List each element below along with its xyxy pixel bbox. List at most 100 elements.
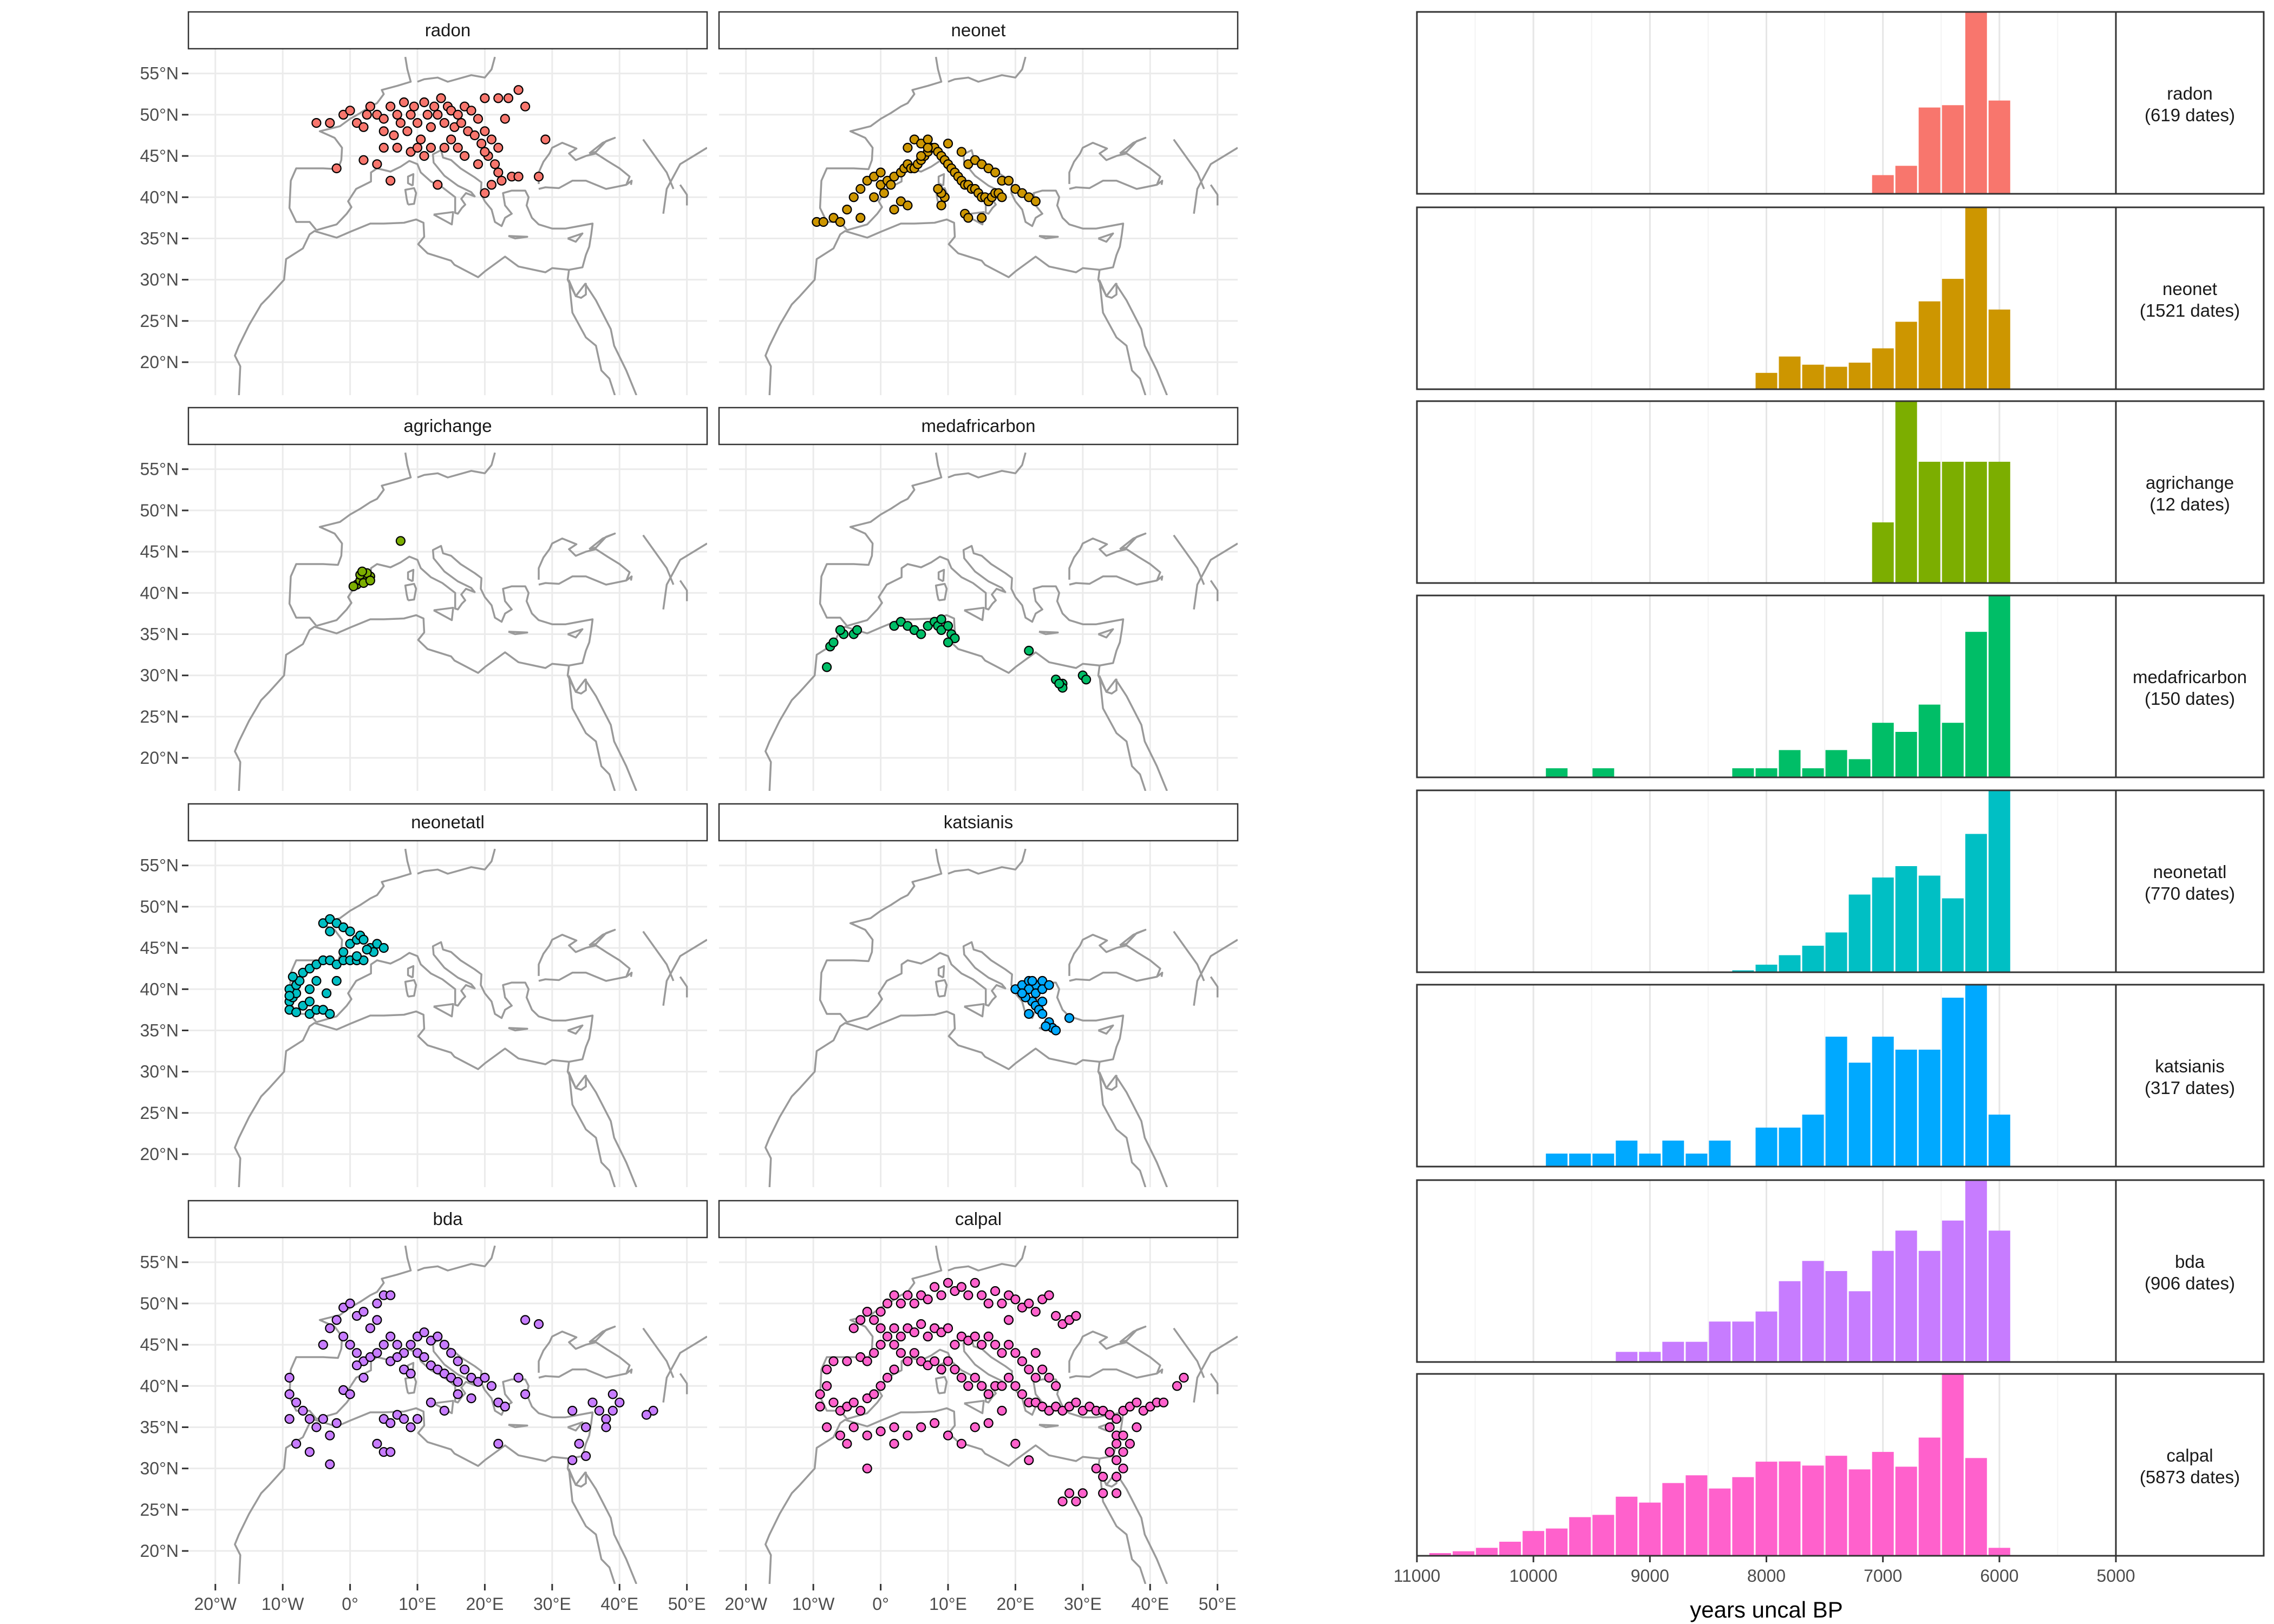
map-point <box>875 1340 886 1350</box>
histogram-bar <box>1872 723 1894 777</box>
coastline <box>567 628 584 639</box>
map-point <box>304 1414 315 1424</box>
coastline <box>1068 537 1161 586</box>
map-point <box>862 1356 872 1366</box>
coastline <box>566 270 616 395</box>
facet-strip-label: calpal <box>955 1209 1002 1229</box>
coastline <box>1156 972 1164 978</box>
coastline <box>1119 1325 1147 1344</box>
histogram-bar <box>1592 1154 1615 1167</box>
map-point <box>963 213 973 223</box>
x-tick-label: 20°E <box>466 1594 504 1614</box>
histogram-strip-name: calpal <box>2166 1445 2213 1465</box>
y-tick-label: 50°N <box>140 105 179 125</box>
map-point <box>615 1397 625 1407</box>
coastline <box>679 184 688 206</box>
x-tick-label: 0° <box>342 1594 358 1614</box>
coastline <box>1097 665 1147 791</box>
map-point <box>933 184 943 194</box>
histogram-bar <box>1848 362 1871 389</box>
map-point <box>580 1451 591 1461</box>
map-point <box>1017 1356 1028 1366</box>
y-tick-label: 25°N <box>140 707 179 726</box>
map-point <box>815 1389 825 1399</box>
map-point <box>311 975 322 986</box>
map-point <box>1030 1307 1041 1317</box>
histogram-bar <box>1988 309 2010 389</box>
map-point <box>875 1323 886 1333</box>
map-point <box>896 1298 906 1308</box>
histogram-strip-count: (12 dates) <box>2149 494 2230 514</box>
map-point <box>439 1340 449 1350</box>
map-point <box>513 172 524 182</box>
histogram-bar <box>1872 1452 1894 1556</box>
map-point <box>351 951 362 961</box>
histogram-bar <box>1942 723 1964 777</box>
map-point <box>419 151 429 161</box>
map-point <box>882 1298 893 1308</box>
coastline <box>584 283 638 395</box>
coastline <box>1119 136 1147 155</box>
map-point <box>903 1290 913 1300</box>
map-point <box>372 1298 382 1308</box>
hist-x-tick-label: 6000 <box>1980 1566 2018 1586</box>
map-point <box>406 1340 416 1350</box>
coastline <box>1193 147 1238 214</box>
map-point <box>1057 1496 1068 1507</box>
map-point <box>422 109 433 120</box>
map-point <box>493 1438 504 1449</box>
map-point <box>520 1389 531 1399</box>
coastline <box>948 452 1027 479</box>
map-panel-neonet: neonet <box>718 11 1239 395</box>
histogram-strip-name: bda <box>2175 1252 2205 1272</box>
histogram-bar <box>1802 1261 1824 1362</box>
map-point <box>284 1389 295 1399</box>
map-point <box>1030 196 1041 206</box>
map-point <box>936 1290 946 1300</box>
map-point <box>439 118 449 128</box>
histogram-strip <box>2115 400 2265 584</box>
histogram-panel-agrichange: agrichange(12 dates) <box>1416 400 2265 584</box>
map-point <box>493 142 504 153</box>
map-point <box>970 1278 980 1288</box>
coastline <box>662 939 707 1006</box>
map-point <box>956 1372 967 1383</box>
histogram-bar <box>1848 759 1871 777</box>
histogram-bar <box>1825 932 1847 972</box>
map-point <box>365 101 376 112</box>
coastline <box>407 568 415 582</box>
map-point <box>594 1405 605 1416</box>
map-point <box>378 126 389 136</box>
y-tick-label: 30°N <box>140 1459 179 1478</box>
map-point <box>879 188 889 198</box>
coastline <box>642 1327 675 1378</box>
histogram-bar <box>1685 1341 1708 1362</box>
map-point <box>456 118 467 128</box>
map-point <box>351 1360 362 1371</box>
histogram-bars-katsianis <box>1546 985 2010 1167</box>
map-point <box>385 1290 396 1300</box>
histogram-bars-agrichange <box>1872 401 2010 583</box>
histogram-strip <box>2115 1373 2265 1557</box>
map-point <box>1037 996 1048 1007</box>
map-point <box>950 1364 960 1374</box>
map-point <box>453 1389 463 1399</box>
map-point <box>601 1422 611 1432</box>
map-point <box>641 1410 652 1420</box>
histogram-bar <box>1988 1230 2010 1362</box>
histogram-bar <box>1965 985 1987 1167</box>
facet-strip-label: neonetatl <box>411 812 485 832</box>
histogram-strip-count: (317 dates) <box>2145 1078 2235 1098</box>
facet-strip <box>187 1200 708 1239</box>
histogram-bar <box>1709 1488 1731 1556</box>
map-point <box>896 1331 906 1341</box>
coastline <box>566 665 616 791</box>
histogram-bar <box>1755 768 1778 777</box>
x-tick-label: 20°E <box>997 1594 1035 1614</box>
map-point <box>453 1377 463 1387</box>
map-point <box>567 1455 578 1465</box>
y-tick-label: 55°N <box>140 460 179 479</box>
map-point <box>362 109 372 120</box>
histogram-bar <box>1848 1469 1871 1556</box>
map-point <box>862 1307 872 1317</box>
